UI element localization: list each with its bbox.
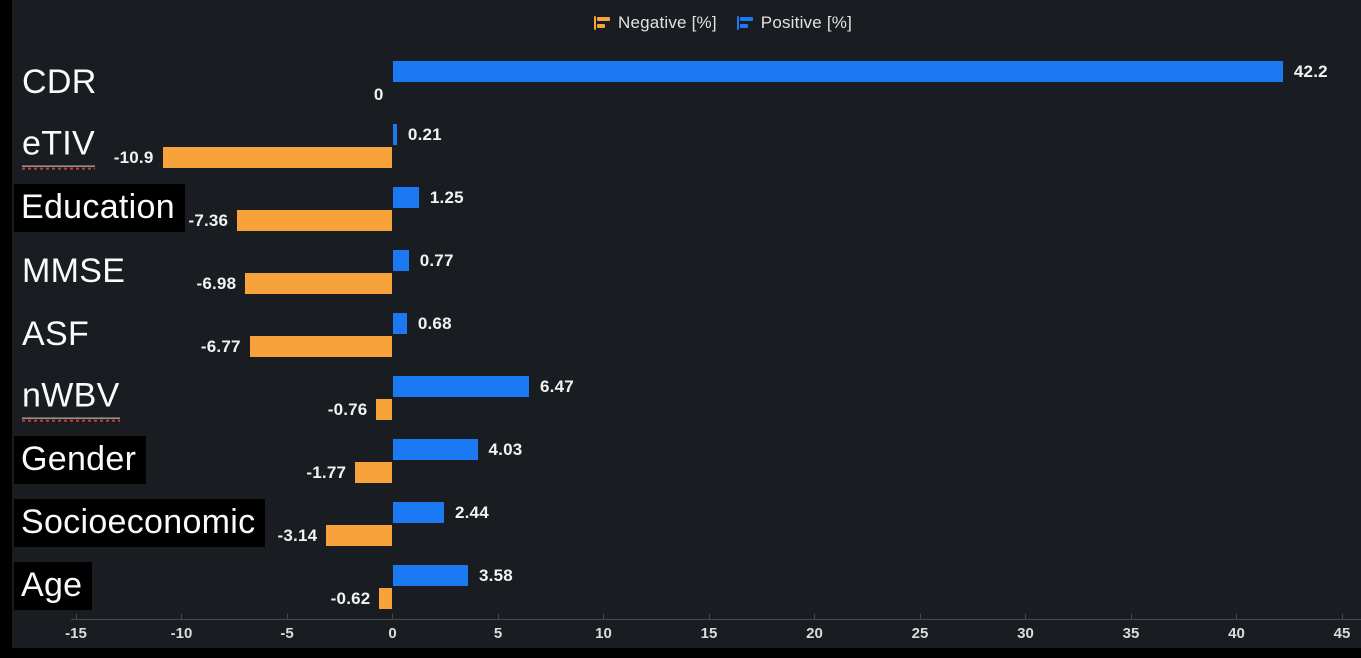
bottom-frame-bar xyxy=(0,648,1361,658)
category-label-text: nWBV xyxy=(22,376,120,422)
x-axis-tick-label: 40 xyxy=(1228,625,1245,642)
negative-bar xyxy=(376,399,393,421)
positive-bar xyxy=(392,187,419,209)
category-label: Gender xyxy=(14,436,147,485)
x-axis-tick-label: -15 xyxy=(65,625,87,642)
positive-bar xyxy=(392,502,444,524)
positive-value-label: 0.77 xyxy=(419,250,454,270)
x-axis-tick-label: -5 xyxy=(280,625,294,642)
negative-value-label: -0.62 xyxy=(330,588,371,608)
positive-bar xyxy=(392,376,530,398)
x-axis-tick xyxy=(603,614,604,619)
x-axis-tick xyxy=(919,614,921,619)
negative-value-label: -6.77 xyxy=(200,336,241,356)
legend-item-label: Positive [%] xyxy=(760,13,852,32)
x-axis-tick xyxy=(286,614,288,619)
positive-bar xyxy=(392,250,409,272)
x-axis-tick-label: 45 xyxy=(1333,625,1351,642)
x-axis-tick xyxy=(1236,614,1237,619)
negative-value-label: -10.9 xyxy=(113,147,154,167)
x-axis-tick-label: 35 xyxy=(1122,625,1140,642)
negative-value-label: -7.36 xyxy=(188,210,229,230)
negative-bar xyxy=(237,210,393,232)
positive-bar xyxy=(392,439,478,461)
negative-bar xyxy=(355,462,393,484)
x-axis-tick xyxy=(1025,614,1026,619)
x-axis-line xyxy=(71,619,1361,620)
x-axis-tick-label: 5 xyxy=(493,625,503,642)
positive-value-label: 2.44 xyxy=(454,502,489,522)
negative-bar xyxy=(162,147,393,169)
negative-bar-icon xyxy=(594,16,611,30)
category-label: ASF xyxy=(22,315,90,354)
x-axis-tick xyxy=(814,614,815,619)
positive-bar xyxy=(392,124,397,146)
positive-bar xyxy=(392,565,469,587)
category-label: MMSE xyxy=(22,252,126,291)
negative-bar xyxy=(245,273,393,295)
negative-value-label: -6.98 xyxy=(196,273,237,293)
x-axis-tick-label: -10 xyxy=(170,625,193,642)
category-label: CDR xyxy=(22,63,97,102)
category-label: eTIV xyxy=(22,124,96,170)
negative-value-label: -3.14 xyxy=(277,525,318,545)
positive-value-label: 6.47 xyxy=(540,376,574,396)
category-label-text: eTIV xyxy=(22,124,96,170)
x-axis-tick-label: 15 xyxy=(700,625,718,642)
category-label: Age xyxy=(14,562,93,611)
positive-value-label: 1.25 xyxy=(429,187,464,207)
negative-value-label: -1.77 xyxy=(306,462,347,482)
x-axis-tick-label: 10 xyxy=(595,625,612,642)
negative-bar xyxy=(379,588,393,610)
x-axis-tick xyxy=(1341,614,1343,619)
x-axis-tick-label: 0 xyxy=(388,625,397,642)
x-axis-tick xyxy=(392,614,393,619)
positive-bar xyxy=(392,313,407,335)
x-axis-tick xyxy=(181,614,182,619)
legend-item-negative: Negative [%] xyxy=(594,13,717,33)
positive-value-label: 42.2 xyxy=(1293,61,1328,81)
x-axis-tick xyxy=(75,614,77,619)
category-label: nWBV xyxy=(22,376,120,422)
category-label: Socioeconomic xyxy=(14,499,266,548)
positive-bar-icon xyxy=(736,16,754,30)
x-axis-tick-label: 30 xyxy=(1017,625,1034,642)
positive-value-label: 0.21 xyxy=(407,124,442,144)
legend: Negative [%] Positive [%] xyxy=(594,13,852,33)
negative-value-label: 0 xyxy=(373,84,384,104)
x-axis-tick xyxy=(497,614,499,619)
positive-value-label: 4.03 xyxy=(488,439,523,459)
x-axis-tick xyxy=(1130,614,1132,619)
negative-bar xyxy=(249,336,393,358)
x-axis-tick-label: 20 xyxy=(806,625,823,642)
legend-item-label: Negative [%] xyxy=(618,13,717,32)
negative-value-label: -0.76 xyxy=(327,399,368,419)
positive-value-label: 3.58 xyxy=(479,565,513,585)
category-label: Education xyxy=(14,184,185,233)
positive-bar xyxy=(392,61,1283,82)
legend-item-positive: Positive [%] xyxy=(736,13,852,33)
negative-bar xyxy=(326,525,393,547)
x-axis-tick xyxy=(708,614,710,619)
left-frame-bar xyxy=(0,0,12,658)
positive-value-label: 0.68 xyxy=(417,313,452,333)
x-axis-tick-label: 25 xyxy=(911,625,929,642)
